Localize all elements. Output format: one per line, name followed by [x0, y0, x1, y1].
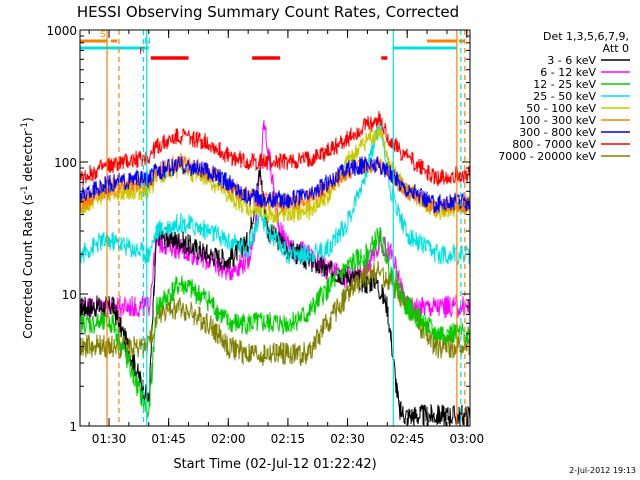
x-tick-label-02-30: 02:30	[330, 432, 365, 446]
legend-header-line1: Det 1,3,5,6,7,9,	[543, 30, 629, 43]
legend-header-line2: Att 0	[603, 42, 629, 55]
x-tick-label-02-45: 02:45	[390, 432, 425, 446]
series-line-7000-20000-kev	[80, 260, 470, 367]
x-tick-label-02-15: 02:15	[271, 432, 306, 446]
y-axis-label-sup2: -1	[20, 122, 30, 131]
y-axis-label-part2: detector	[21, 131, 35, 186]
legend-label-100-300-kev: 100 - 300 keV	[519, 114, 596, 127]
legend-label-50-100-kev: 50 - 100 keV	[526, 102, 596, 115]
x-tick-label-03-00: 03:00	[450, 432, 485, 446]
legend-label-6-12-kev: 6 - 12 keV	[540, 66, 596, 79]
plot-frame	[79, 29, 471, 427]
x-axis-label: Start Time (02-Jul-12 01:22:42)	[173, 457, 376, 472]
y-tick-label-1000: 1000	[46, 24, 77, 38]
legend-label-12-25-kev: 12 - 25 keV	[533, 78, 596, 91]
flag-bars: S NF	[80, 30, 465, 60]
legend-label-300-800-kev: 300 - 800 keV	[519, 126, 596, 139]
legend-label-7000-20000-kev: 7000 - 20000 keV	[498, 150, 596, 163]
y-axis-label-sup1: -1	[20, 185, 30, 194]
y-axis-label-part3: )	[21, 117, 35, 122]
y-tick-label-100: 100	[54, 156, 77, 170]
series-line-12-25-kev	[80, 226, 470, 418]
y-tick-label-10: 10	[62, 288, 77, 302]
series-line-800-7000-kev	[80, 111, 470, 187]
x-tick-label-01-45: 01:45	[151, 432, 186, 446]
series-line-25-50-kev	[80, 119, 470, 265]
y-axis-label: Corrected Count Rate (s-1 detector-1)	[20, 117, 35, 338]
x-tick-label-02-00: 02:00	[211, 432, 246, 446]
y-tick-label-1: 1	[69, 420, 77, 434]
flag-bar-label-n: N	[144, 37, 151, 47]
y-axis: 1 10 100 1000	[46, 24, 470, 434]
y-axis-label-part1: Corrected Count Rate (s	[21, 194, 35, 338]
x-axis: 01:30 01:45 02:00 02:15 02:30 02:45 03:00	[88, 30, 485, 446]
flag-bar-label-s: S	[100, 30, 106, 40]
plot-area	[80, 111, 470, 426]
chart-title: HESSI Observing Summary Count Rates, Cor…	[77, 3, 459, 21]
time-markers	[106, 30, 466, 426]
render-timestamp: 2-Jul-2012 19:13	[569, 466, 636, 475]
flag-bar-label-f: F	[139, 47, 144, 57]
series-line-300-800-kev	[80, 155, 470, 214]
legend-label-3-6-kev: 3 - 6 keV	[547, 54, 596, 67]
legend-label-25-50-kev: 25 - 50 keV	[533, 90, 596, 103]
legend-label-800-7000-kev: 800 - 7000 keV	[512, 138, 596, 151]
x-tick-label-01-30: 01:30	[92, 432, 127, 446]
